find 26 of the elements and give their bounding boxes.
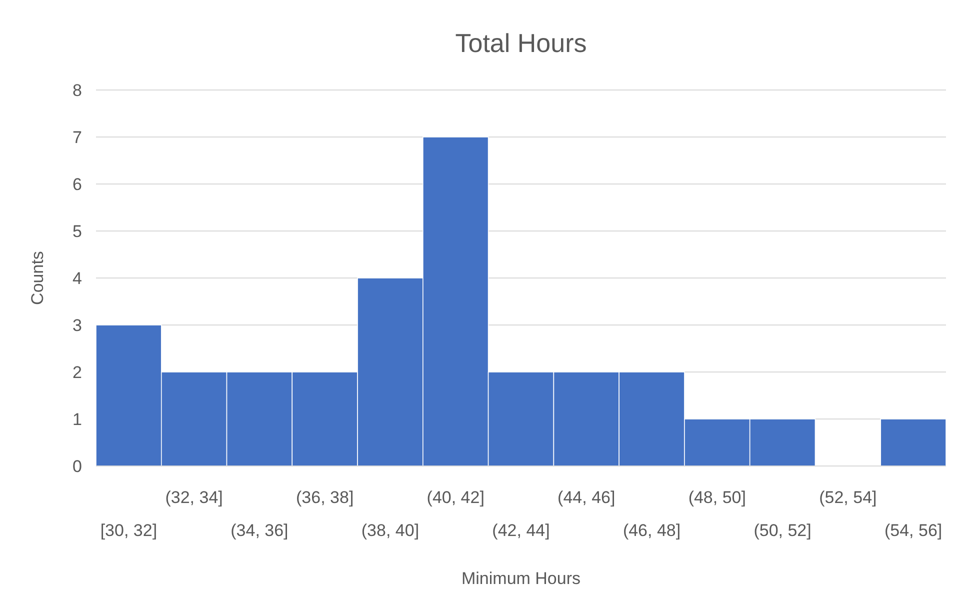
y-tick-label: 5 [72, 222, 82, 241]
x-tick-label: (52, 54] [819, 488, 877, 507]
x-tick-label: (36, 38] [296, 488, 354, 507]
y-tick-label: 1 [72, 410, 82, 429]
x-tick-label: (42, 44] [492, 521, 550, 540]
bar [880, 418, 946, 466]
x-tick-label: (50, 52] [754, 521, 812, 540]
x-tick-label: (40, 42] [426, 488, 484, 507]
y-tick-label: 0 [72, 456, 82, 476]
x-tick-label: (38, 40] [361, 521, 420, 540]
x-tick-label: (34, 36] [230, 521, 288, 540]
x-tick-label: (46, 48] [622, 521, 681, 540]
y-tick-label: 3 [72, 316, 82, 335]
x-tick-label: [30, 32] [100, 521, 158, 540]
y-tick-label: 7 [72, 128, 82, 147]
x-axis-title: Minimum Hours [461, 569, 581, 588]
y-tick-label: 6 [72, 174, 82, 194]
x-tick-label: (44, 46] [558, 488, 616, 507]
x-tick-label: (54, 56] [884, 521, 942, 540]
y-tick-label: 4 [72, 268, 82, 288]
x-tick-label: (48, 50] [688, 488, 746, 507]
y-axis-title: Counts [28, 251, 47, 305]
y-tick-label: 8 [72, 80, 82, 100]
y-tick-label: 2 [72, 362, 82, 382]
chart-title: Total Hours [455, 28, 587, 58]
x-tick-label: (32, 34] [165, 488, 223, 507]
